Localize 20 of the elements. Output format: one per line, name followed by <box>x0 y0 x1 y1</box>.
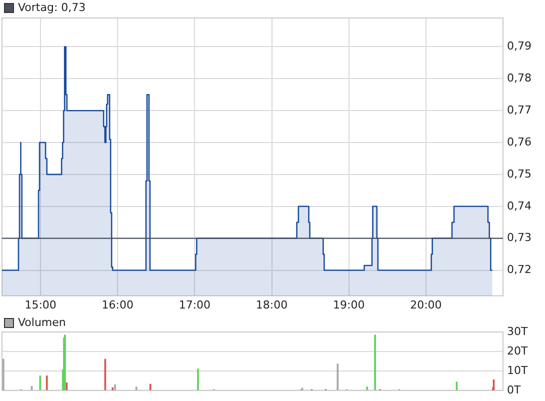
chart-title: Volumen <box>18 316 66 329</box>
y-tick-label: 0,78 <box>507 72 532 85</box>
y-tick-label: 0,73 <box>507 231 532 244</box>
y-tick-label: 0T <box>507 383 521 396</box>
legend-label: Vortag: 0,73 <box>18 1 86 14</box>
y-tick-label: 0,76 <box>507 135 532 148</box>
y-tick-label: 20T <box>507 344 528 358</box>
x-tick-label: 15:00 <box>24 298 56 312</box>
y-tick-label: 10T <box>507 364 528 377</box>
y-tick-label: 30T <box>507 324 528 338</box>
y-tick-label: 0,74 <box>507 199 532 212</box>
y-tick-label: 0,79 <box>507 40 532 53</box>
x-tick-label: 19:00 <box>332 298 365 312</box>
y-tick-label: 0,72 <box>507 263 532 276</box>
x-tick-label: 20:00 <box>410 298 442 312</box>
x-tick-label: 18:00 <box>256 298 288 312</box>
x-tick-label: 17:00 <box>178 298 211 312</box>
y-tick-label: 0,77 <box>507 103 532 116</box>
x-tick-label: 16:00 <box>102 298 134 312</box>
y-tick-label: 0,75 <box>507 167 532 180</box>
